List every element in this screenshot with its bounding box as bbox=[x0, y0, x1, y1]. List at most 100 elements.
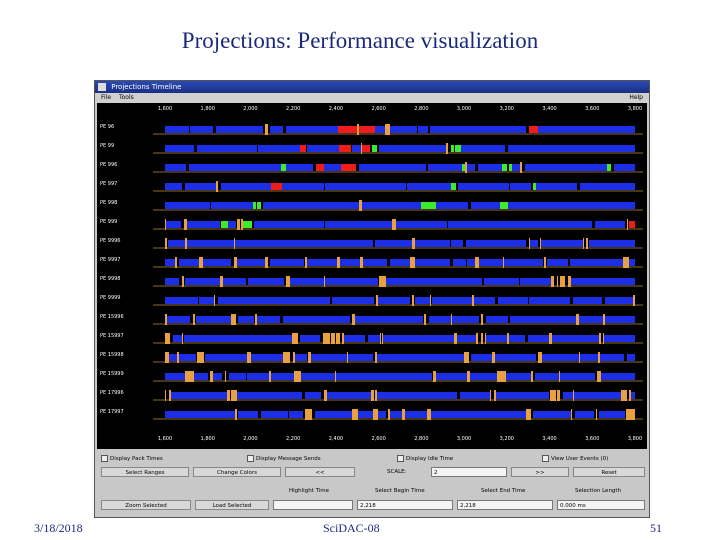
timeline-event-segment[interactable] bbox=[389, 409, 390, 420]
highlight-time-field[interactable] bbox=[273, 500, 353, 510]
timeline-event-segment[interactable] bbox=[502, 164, 507, 171]
timeline-event-segment[interactable] bbox=[205, 354, 232, 361]
timeline-event-segment[interactable] bbox=[522, 202, 557, 209]
timeline-event-segment[interactable] bbox=[324, 390, 327, 401]
timeline-event-segment[interactable] bbox=[577, 202, 590, 209]
timeline-event-segment[interactable] bbox=[539, 164, 575, 171]
pe-timeline-track[interactable] bbox=[165, 276, 637, 287]
scale-input[interactable]: 2 bbox=[431, 467, 507, 477]
timeline-event-segment[interactable] bbox=[247, 164, 281, 171]
timeline-event-segment[interactable] bbox=[283, 352, 286, 363]
timeline-event-segment[interactable] bbox=[182, 333, 183, 344]
timeline-canvas[interactable]: 1,600 1,600 1,800 1,800 2,000 2,000 2,200 2,200… bbox=[97, 103, 647, 449]
timeline-event-segment[interactable] bbox=[413, 257, 415, 268]
timeline-event-segment[interactable] bbox=[576, 314, 579, 325]
timeline-event-segment[interactable] bbox=[434, 354, 445, 361]
timeline-event-segment[interactable] bbox=[429, 409, 431, 420]
timeline-event-segment[interactable] bbox=[286, 164, 313, 171]
timeline-event-segment[interactable] bbox=[568, 276, 571, 287]
pe-timeline-track[interactable] bbox=[165, 352, 637, 363]
timeline-event-segment[interactable] bbox=[495, 354, 511, 361]
pe-timeline-track[interactable] bbox=[165, 181, 637, 192]
timeline-event-segment[interactable] bbox=[541, 240, 565, 247]
timeline-event-segment[interactable] bbox=[467, 164, 475, 171]
timeline-event-segment[interactable] bbox=[203, 352, 204, 363]
timeline-event-segment[interactable] bbox=[258, 278, 284, 285]
timeline-event-segment[interactable] bbox=[173, 335, 182, 342]
timeline-event-segment[interactable] bbox=[448, 297, 472, 304]
timeline-event-segment[interactable] bbox=[509, 335, 525, 342]
timeline-event-segment[interactable] bbox=[627, 219, 628, 230]
timeline-event-segment[interactable] bbox=[375, 126, 385, 133]
timeline-event-segment[interactable] bbox=[574, 392, 600, 399]
timeline-event-segment[interactable] bbox=[248, 240, 282, 247]
timeline-event-segment[interactable] bbox=[235, 240, 248, 247]
timeline-event-segment[interactable] bbox=[297, 126, 310, 133]
timeline-event-segment[interactable] bbox=[344, 335, 355, 342]
timeline-event-segment[interactable] bbox=[383, 335, 419, 342]
timeline-event-segment[interactable] bbox=[165, 297, 198, 304]
timeline-event-segment[interactable] bbox=[468, 335, 476, 342]
timeline-event-segment[interactable] bbox=[287, 276, 290, 287]
timeline-event-segment[interactable] bbox=[378, 297, 410, 304]
timeline-event-segment[interactable] bbox=[629, 259, 635, 266]
timeline-event-segment[interactable] bbox=[388, 392, 396, 399]
timeline-event-segment[interactable] bbox=[218, 297, 246, 304]
timeline-event-segment[interactable] bbox=[547, 316, 576, 323]
timeline-event-segment[interactable] bbox=[316, 164, 324, 171]
timeline-event-segment[interactable] bbox=[189, 164, 216, 171]
timeline-event-segment[interactable] bbox=[339, 145, 351, 152]
timeline-event-segment[interactable] bbox=[192, 371, 194, 382]
timeline-event-segment[interactable] bbox=[541, 352, 542, 363]
timeline-event-segment[interactable] bbox=[632, 373, 635, 380]
timeline-event-segment[interactable] bbox=[432, 297, 448, 304]
timeline-event-segment[interactable] bbox=[167, 333, 170, 344]
timeline-event-segment[interactable] bbox=[405, 411, 427, 418]
timeline-event-segment[interactable] bbox=[540, 352, 541, 363]
timeline-event-segment[interactable] bbox=[519, 259, 543, 266]
timeline-event-segment[interactable] bbox=[579, 352, 580, 363]
timeline-event-segment[interactable] bbox=[189, 371, 190, 382]
timeline-event-segment[interactable] bbox=[382, 333, 383, 344]
timeline-event-segment[interactable] bbox=[173, 145, 194, 152]
timeline-event-segment[interactable] bbox=[336, 240, 365, 247]
timeline-event-segment[interactable] bbox=[458, 183, 473, 190]
timeline-event-segment[interactable] bbox=[613, 126, 627, 133]
timeline-event-segment[interactable] bbox=[511, 354, 536, 361]
timeline-event-segment[interactable] bbox=[500, 371, 503, 382]
timeline-event-segment[interactable] bbox=[402, 409, 405, 420]
timeline-event-segment[interactable] bbox=[606, 221, 625, 228]
timeline-event-segment[interactable] bbox=[179, 354, 196, 361]
timeline-event-segment[interactable] bbox=[604, 335, 635, 342]
timeline-event-segment[interactable] bbox=[207, 240, 219, 247]
timeline-event-segment[interactable] bbox=[358, 411, 373, 418]
timeline-event-segment[interactable] bbox=[492, 352, 495, 363]
timeline-event-segment[interactable] bbox=[266, 392, 302, 399]
timeline-event-segment[interactable] bbox=[169, 390, 171, 401]
timeline-event-segment[interactable] bbox=[336, 333, 339, 344]
timeline-event-segment[interactable] bbox=[221, 316, 231, 323]
timeline-event-segment[interactable] bbox=[165, 238, 166, 249]
timeline-event-segment[interactable] bbox=[257, 202, 261, 209]
timeline-event-segment[interactable] bbox=[202, 202, 210, 209]
timeline-event-segment[interactable] bbox=[185, 238, 187, 249]
timeline-event-segment[interactable] bbox=[633, 295, 635, 306]
timeline-event-segment[interactable] bbox=[425, 183, 451, 190]
timeline-event-segment[interactable] bbox=[166, 221, 181, 228]
timeline-event-segment[interactable] bbox=[507, 333, 509, 344]
timeline-event-segment[interactable] bbox=[372, 145, 377, 152]
timeline-event-segment[interactable] bbox=[575, 164, 607, 171]
timeline-event-segment[interactable] bbox=[236, 126, 263, 133]
timeline-event-segment[interactable] bbox=[377, 354, 394, 361]
display-idle-time-checkbox[interactable]: Display Idle Time bbox=[397, 455, 453, 462]
timeline-event-segment[interactable] bbox=[486, 316, 508, 323]
timeline-event-segment[interactable] bbox=[237, 392, 266, 399]
timeline-event-segment[interactable] bbox=[490, 390, 491, 401]
timeline-event-segment[interactable] bbox=[390, 259, 410, 266]
timeline-event-segment[interactable] bbox=[550, 390, 553, 401]
scale-increase-button[interactable]: >> bbox=[511, 467, 569, 477]
timeline-event-segment[interactable] bbox=[471, 202, 500, 209]
timeline-event-segment[interactable] bbox=[470, 373, 479, 380]
timeline-event-segment[interactable] bbox=[327, 333, 330, 344]
timeline-event-segment[interactable] bbox=[220, 276, 222, 287]
